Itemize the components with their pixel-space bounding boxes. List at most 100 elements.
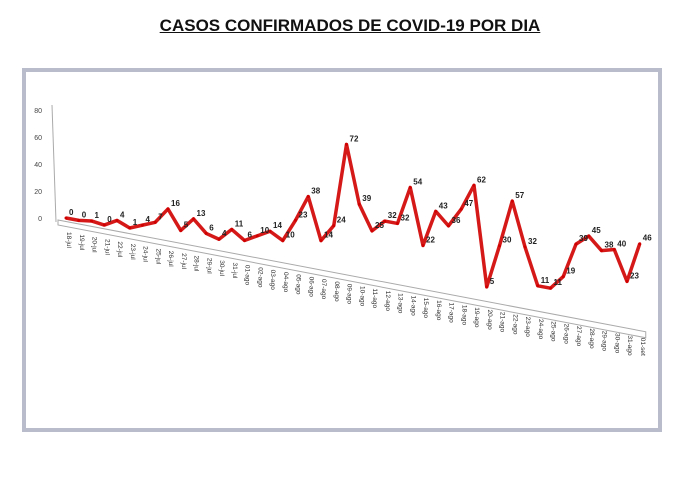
data-point xyxy=(243,238,246,242)
x-tick-label: 29-ago xyxy=(601,331,608,352)
data-label: 39 xyxy=(362,194,371,203)
x-tick-label: 16-ago xyxy=(435,300,442,321)
data-label: 38 xyxy=(605,241,614,250)
x-tick-label: 23-ago xyxy=(524,317,531,338)
x-tick-label: 07-ago xyxy=(320,279,327,300)
x-tick-label: 22-ago xyxy=(511,314,518,335)
data-point xyxy=(281,239,285,243)
x-tick-label: 19-ago xyxy=(473,307,480,328)
data-label: 72 xyxy=(350,134,359,143)
data-label: 25 xyxy=(375,221,384,230)
data-label: 11 xyxy=(541,276,550,285)
x-tick-label: 22-jul xyxy=(116,241,123,257)
data-point xyxy=(472,183,476,187)
x-tick-label: 18-jul xyxy=(65,232,72,248)
data-point xyxy=(64,216,68,220)
data-label: 1 xyxy=(133,218,138,227)
x-tick-label: 30-jul xyxy=(218,260,225,276)
x-tick-label: 06-ago xyxy=(307,277,314,298)
data-label: 24 xyxy=(337,216,346,225)
x-tick-label: 31-ago xyxy=(626,335,633,356)
data-point xyxy=(357,202,361,206)
data-point xyxy=(587,234,591,238)
y-tick-label: 40 xyxy=(34,162,42,169)
x-tick-label: 23-jul xyxy=(129,244,136,260)
data-point xyxy=(230,227,234,231)
data-label: 7 xyxy=(158,212,163,221)
x-tick-label: 08-ago xyxy=(333,281,340,302)
series-line xyxy=(65,142,642,290)
x-tick-label: 20-jul xyxy=(91,237,98,253)
data-label: 38 xyxy=(311,187,320,196)
data-label: 47 xyxy=(464,199,473,208)
x-tick-label: 04-ago xyxy=(282,272,289,293)
data-label: 19 xyxy=(566,267,575,276)
x-tick-label: 27-jul xyxy=(180,253,187,269)
data-label: 0 xyxy=(107,215,112,224)
x-tick-label: 01-set xyxy=(639,338,646,356)
x-tick-label: 25-jul xyxy=(154,248,161,264)
data-point xyxy=(204,231,208,235)
data-point xyxy=(396,221,399,225)
x-tick-label: 01-ago xyxy=(244,265,251,286)
data-label: 32 xyxy=(528,237,537,246)
data-label: 43 xyxy=(439,201,448,210)
x-tick-label: 27-ago xyxy=(575,326,582,347)
x-tick-label: 15-ago xyxy=(422,298,429,319)
data-point xyxy=(319,239,323,243)
y-tick-label: 80 xyxy=(34,108,42,115)
data-point xyxy=(498,244,501,248)
x-tick-label: 21-ago xyxy=(499,312,506,333)
data-point xyxy=(625,279,629,283)
data-label: 46 xyxy=(643,234,652,243)
data-point xyxy=(90,219,93,223)
y-tick-label: 20 xyxy=(34,189,42,196)
data-point xyxy=(447,224,450,228)
data-point xyxy=(179,228,183,232)
x-tick-label: 14-ago xyxy=(409,295,416,316)
data-point xyxy=(77,218,81,222)
data-point xyxy=(510,199,514,203)
x-tick-label: 29-jul xyxy=(205,258,212,274)
data-point xyxy=(383,219,387,223)
x-tick-label: 31-jul xyxy=(231,263,238,279)
data-label: 16 xyxy=(171,199,180,208)
data-point xyxy=(574,242,578,246)
data-label: 10 xyxy=(286,231,295,240)
data-point xyxy=(294,218,297,222)
x-axis-floor xyxy=(57,219,647,339)
data-label: 57 xyxy=(515,191,524,200)
data-point xyxy=(128,226,132,230)
x-tick-label: 24-ago xyxy=(537,319,544,340)
data-label: 36 xyxy=(452,216,461,225)
data-label: 4 xyxy=(120,210,125,219)
data-point xyxy=(102,223,106,227)
data-label: 32 xyxy=(388,211,397,220)
data-label: 32 xyxy=(401,213,410,222)
data-label: 30 xyxy=(503,236,512,245)
data-point xyxy=(166,207,170,211)
data-point xyxy=(408,185,412,189)
data-point xyxy=(255,234,259,238)
x-tick-label: 20-ago xyxy=(486,310,493,331)
x-tick-label: 17-ago xyxy=(448,303,455,324)
data-point xyxy=(332,224,336,228)
data-point xyxy=(638,242,642,246)
data-point xyxy=(141,223,144,227)
x-tick-label: 26-ago xyxy=(562,324,569,345)
x-tick-label: 10-ago xyxy=(358,286,365,307)
data-label: 5 xyxy=(184,220,189,229)
data-label: 0 xyxy=(69,208,74,217)
data-label: 23 xyxy=(299,210,308,219)
data-point xyxy=(115,218,119,222)
chart-title: CASOS CONFIRMADOS DE COVID-19 POR DIA xyxy=(159,16,541,35)
x-tick-label: 24-jul xyxy=(142,246,149,262)
data-label: 1 xyxy=(95,211,100,220)
y-axis xyxy=(51,104,57,223)
data-label: 13 xyxy=(197,209,206,218)
x-tick-label: 30-ago xyxy=(613,333,620,354)
data-label: 4 xyxy=(222,229,227,238)
x-tick-label: 09-ago xyxy=(346,284,353,305)
x-tick-label: 25-ago xyxy=(550,321,557,342)
